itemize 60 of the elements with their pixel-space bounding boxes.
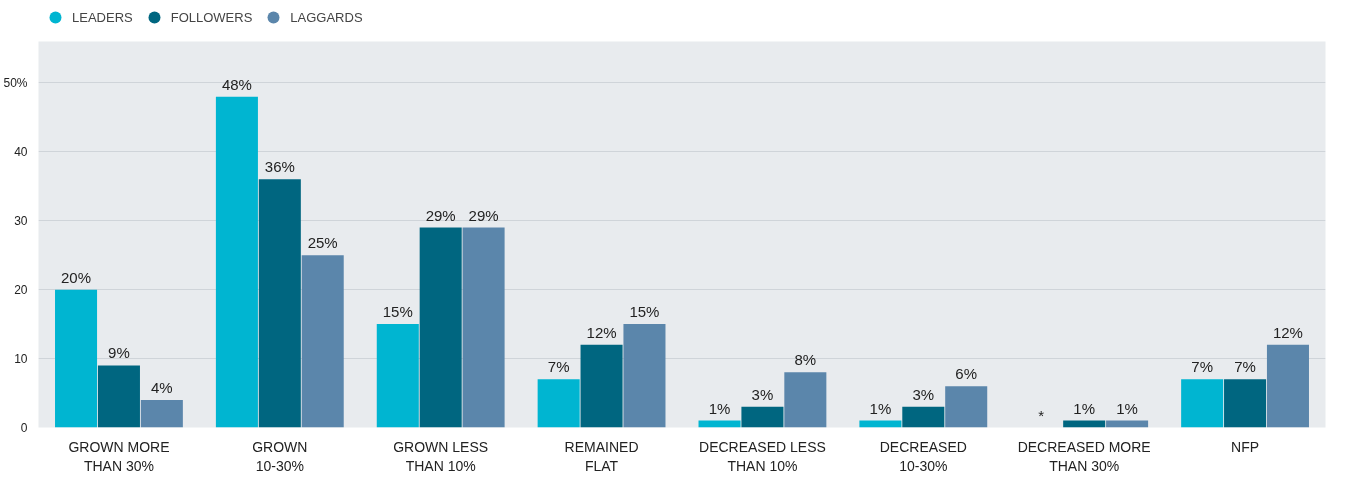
x-tick-label: GROWN 10-30%: [252, 438, 308, 474]
data-label: 1%: [1116, 399, 1138, 417]
bar: [301, 255, 344, 428]
bar: [1266, 344, 1309, 428]
y-tick-label: 0: [20, 420, 28, 435]
y-tick-label: 40: [14, 144, 28, 159]
data-label: 9%: [108, 344, 130, 362]
x-tick-label: GROWN LESS THAN 10%: [393, 438, 489, 474]
data-label: 12%: [586, 323, 617, 341]
data-label: 3%: [912, 385, 935, 403]
x-tick-label: DECREASED 10-30%: [879, 438, 967, 474]
data-label: 20%: [61, 268, 92, 286]
data-label: 1%: [708, 399, 731, 417]
x-tick-label: REMAINED FLAT: [564, 438, 639, 474]
data-label: 7%: [547, 358, 570, 376]
bar: [1181, 379, 1224, 428]
y-tick-label: 20: [14, 282, 28, 297]
data-label: 29%: [425, 206, 456, 224]
bar: [945, 386, 988, 428]
data-label: 1%: [869, 399, 892, 417]
y-tick-label: 10: [14, 351, 28, 366]
legend-label: LAGGARDS: [290, 9, 363, 25]
legend-label: LEADERS: [72, 9, 133, 25]
data-label: 7%: [1234, 358, 1256, 376]
bar: [462, 227, 505, 428]
bar: [902, 406, 945, 428]
bar: [419, 227, 462, 428]
legend-label: FOLLOWERS: [170, 9, 253, 25]
x-tick-label: NFP: [1231, 438, 1260, 455]
data-label: 48%: [221, 75, 252, 93]
bar: [784, 372, 827, 428]
bar: [1224, 379, 1267, 428]
bar: [623, 324, 666, 428]
text: *: [1038, 406, 1045, 424]
data-label: 25%: [307, 234, 338, 252]
data-label: 15%: [382, 303, 413, 321]
x-tick-label: DECREASED MORE THAN 30%: [1017, 438, 1151, 474]
data-label: 4%: [151, 378, 173, 396]
bar: [537, 379, 580, 428]
x-tick-label: DECREASED LESS THAN 10%: [699, 438, 826, 474]
bar: [140, 399, 183, 428]
bar: [376, 324, 419, 428]
data-label: 29%: [468, 206, 499, 224]
data-label: 7%: [1191, 358, 1214, 376]
bar: [97, 365, 140, 428]
bar: [215, 96, 258, 428]
data-label: 12%: [1272, 323, 1303, 341]
data-label: 15%: [629, 303, 660, 321]
data-label: 3%: [751, 385, 774, 403]
bar: [580, 344, 623, 428]
data-label: 6%: [955, 365, 978, 383]
x-tick-label: GROWN MORE THAN 30%: [68, 438, 170, 474]
bar: [741, 406, 784, 428]
data-label: 36%: [264, 158, 295, 176]
bar: [258, 179, 301, 428]
y-tick-label: 30: [14, 213, 28, 228]
data-label: 1%: [1073, 399, 1096, 417]
data-label: 8%: [794, 351, 817, 369]
y-tick-label: 50%: [3, 75, 28, 90]
bar: [55, 289, 98, 428]
